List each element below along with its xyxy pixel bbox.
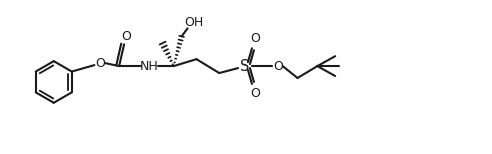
Text: OH: OH	[184, 16, 203, 29]
Text: O: O	[250, 32, 260, 45]
Text: O: O	[273, 60, 282, 73]
Text: O: O	[121, 30, 131, 43]
Text: O: O	[95, 57, 105, 70]
Text: O: O	[250, 87, 260, 100]
Text: S: S	[240, 59, 250, 74]
Text: NH: NH	[140, 60, 158, 73]
